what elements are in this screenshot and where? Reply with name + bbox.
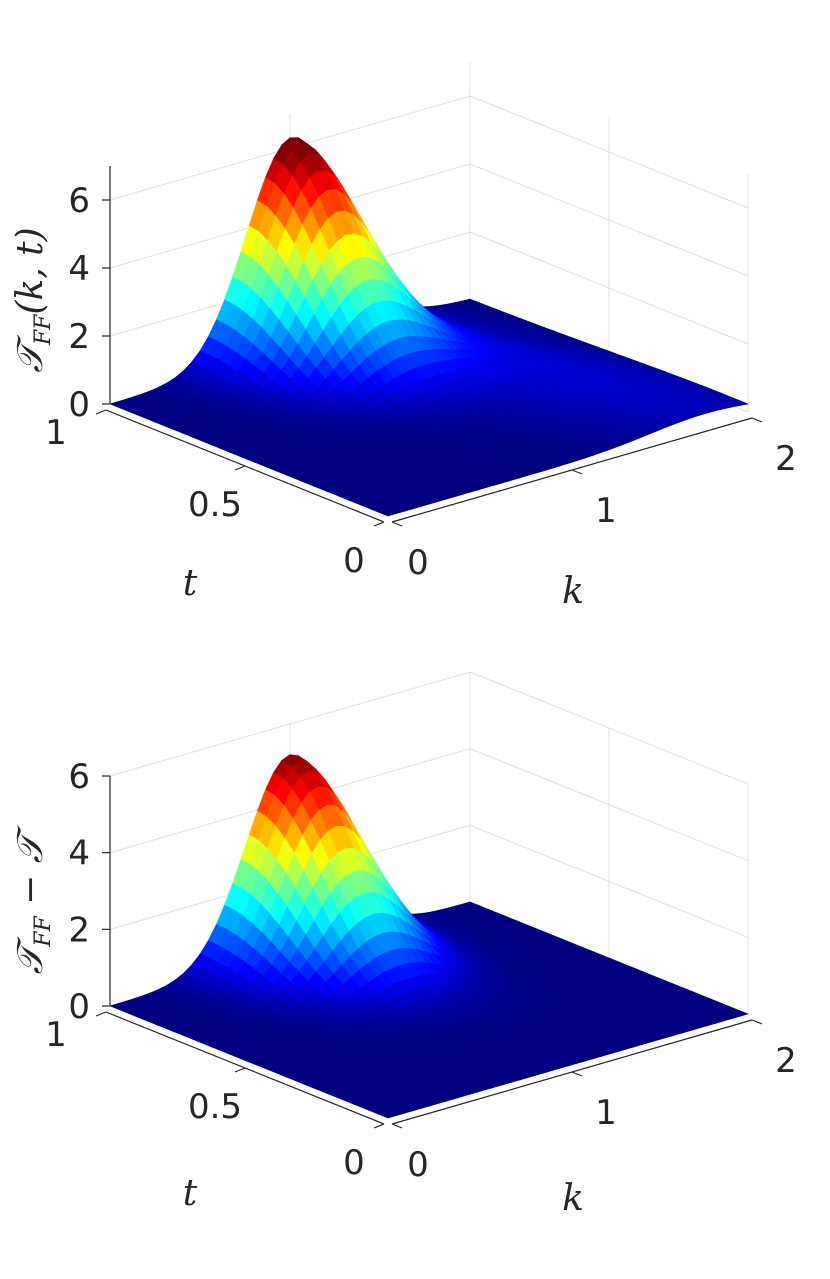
grid-line-z	[109, 95, 749, 209]
k-tick	[391, 521, 403, 527]
t-tick-label: 0.5	[188, 1087, 242, 1127]
k-tick	[751, 1019, 763, 1025]
surface-plot-top: 0 1 2 0 0.5 1 0 2 4 6 𝒯FF(k, t) t k	[10, 62, 797, 612]
z-tick-label: 2	[68, 910, 90, 950]
surface-mesh	[109, 754, 749, 1119]
z-tick-label: 6	[68, 757, 90, 797]
k-tick	[391, 1123, 403, 1129]
z-tick-label: 2	[68, 317, 90, 357]
k-tick	[571, 1071, 583, 1077]
t-tick	[234, 465, 246, 471]
z-tick-label: 0	[68, 385, 90, 425]
k-tick	[751, 417, 763, 423]
t-tick-label: 1	[45, 1015, 67, 1055]
surface-patch	[377, 1111, 398, 1119]
grid-line-z	[109, 163, 749, 277]
k-tick-label: 1	[595, 1093, 617, 1133]
t-tick	[373, 1123, 385, 1129]
t-tick	[234, 1067, 246, 1073]
surface-plot-bottom: 0 1 2 0 0.5 1 0 2 4 6 𝒯FF − 𝒯 t k	[0, 640, 830, 1279]
z-axis-label: 𝒯FF − 𝒯	[10, 825, 56, 974]
t-tick-label: 0	[343, 541, 365, 581]
t-tick-label: 1	[45, 413, 67, 453]
z-tick-label: 4	[68, 249, 90, 289]
y-axis-label: t	[183, 563, 198, 604]
grid-line-z	[109, 748, 749, 862]
z-tick-label: 6	[68, 181, 90, 221]
z-tick-label: 4	[68, 834, 90, 874]
k-tick-label: 1	[595, 491, 617, 531]
surface-patch	[377, 509, 398, 517]
x-axis-label: k	[562, 1178, 584, 1219]
k-tick-label: 0	[407, 543, 429, 583]
y-axis-label: t	[183, 1173, 198, 1214]
k-tick	[571, 469, 583, 475]
t-tick	[95, 1011, 107, 1017]
z-axis-label: 𝒯FF(k, t)	[10, 227, 56, 372]
grid-line-z	[109, 671, 749, 785]
t-tick	[373, 521, 385, 527]
surface-mesh	[109, 137, 750, 517]
t-tick-label: 0.5	[188, 485, 242, 525]
k-tick-label: 2	[775, 1041, 797, 1081]
x-axis-label: k	[562, 571, 584, 612]
z-tick-label: 0	[68, 987, 90, 1027]
t-tick-label: 0	[343, 1143, 365, 1183]
k-tick-label: 2	[775, 439, 797, 479]
k-tick-label: 0	[407, 1145, 429, 1185]
t-tick	[95, 409, 107, 415]
